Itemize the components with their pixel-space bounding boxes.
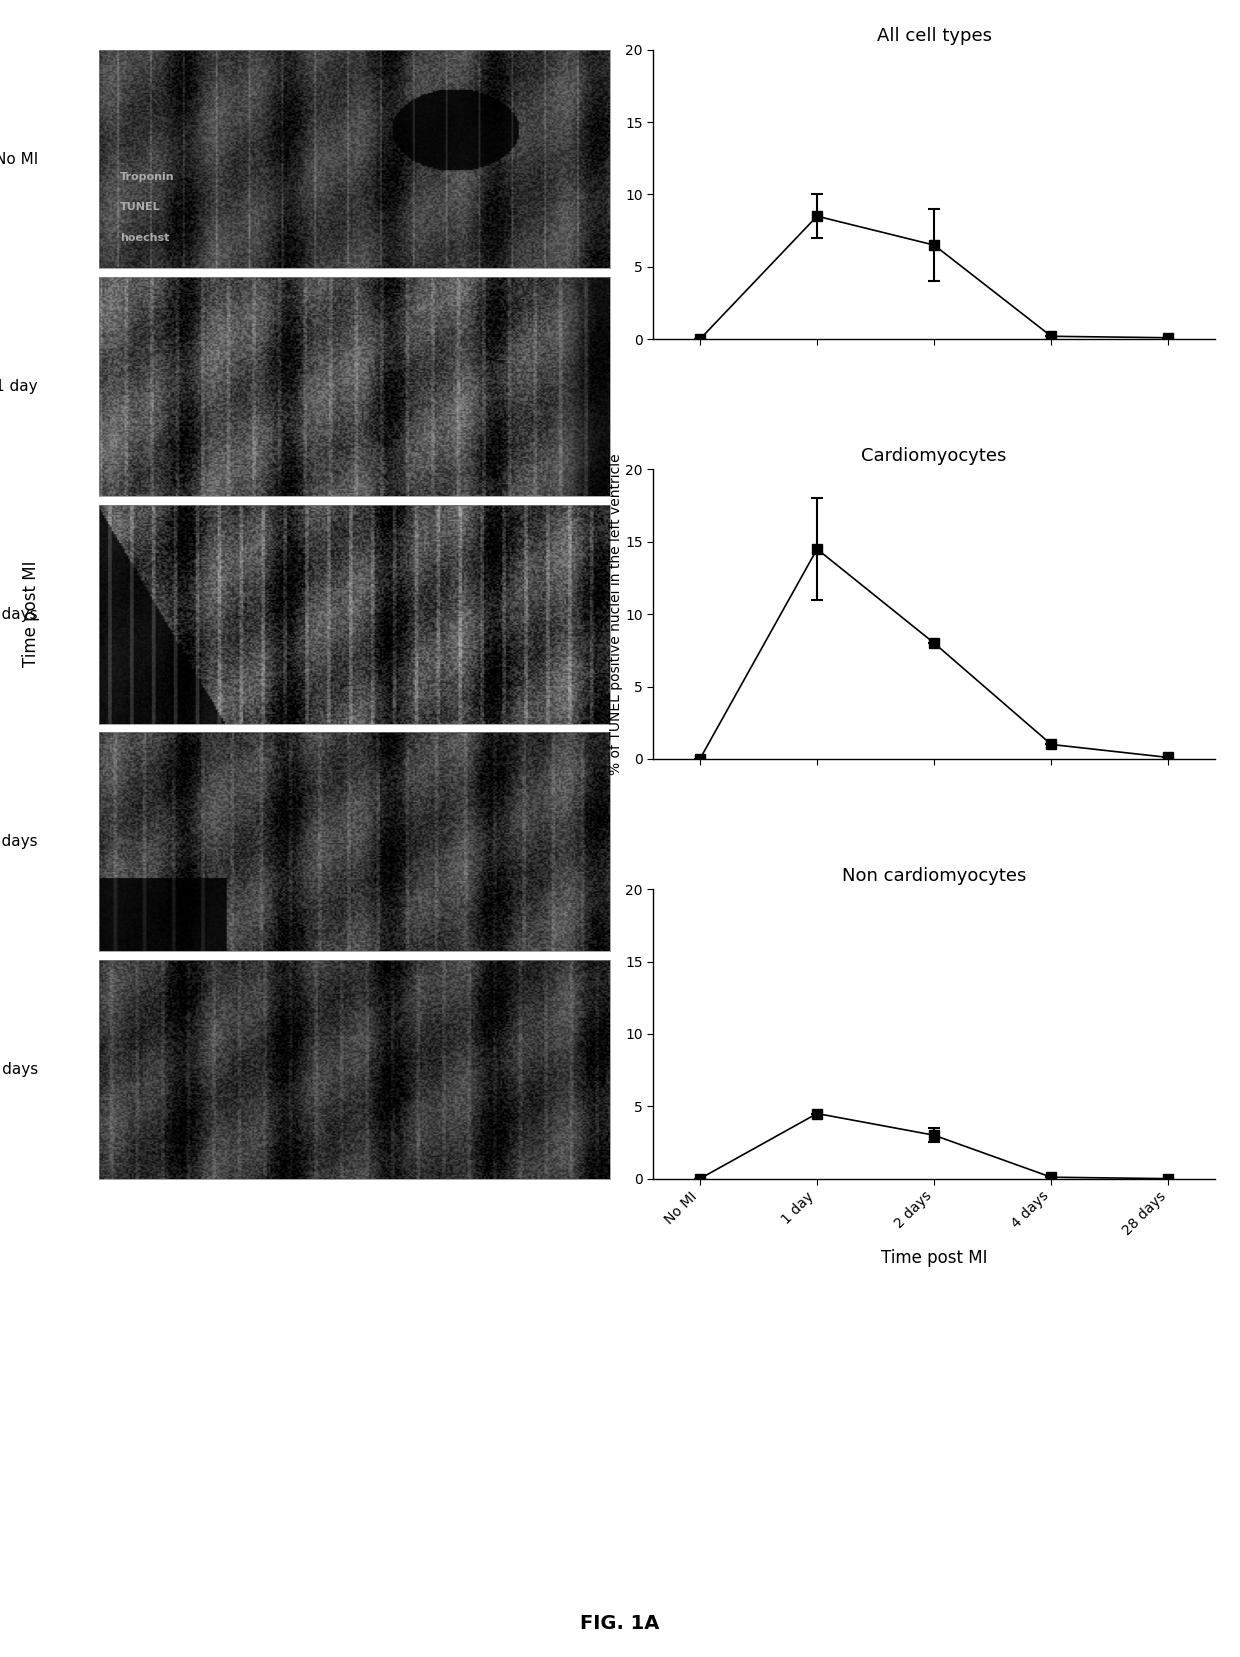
Text: Time post MI: Time post MI bbox=[22, 562, 40, 668]
Title: Non cardiomyocytes: Non cardiomyocytes bbox=[842, 867, 1027, 885]
Text: Troponin: Troponin bbox=[119, 172, 175, 182]
Text: 4 days: 4 days bbox=[0, 833, 38, 850]
Text: % of TUNEL positive nuclei in the left ventricle: % of TUNEL positive nuclei in the left v… bbox=[609, 454, 622, 775]
Text: 1 day: 1 day bbox=[0, 379, 38, 394]
X-axis label: Time post MI: Time post MI bbox=[880, 1249, 987, 1268]
Text: TUNEL: TUNEL bbox=[119, 202, 160, 212]
Text: hoechst: hoechst bbox=[119, 234, 169, 244]
Title: Cardiomyocytes: Cardiomyocytes bbox=[862, 447, 1007, 466]
Title: All cell types: All cell types bbox=[877, 28, 992, 45]
Text: 2 days: 2 days bbox=[0, 606, 38, 621]
Text: FIG. 1A: FIG. 1A bbox=[580, 1614, 660, 1634]
Text: No MI: No MI bbox=[0, 151, 38, 167]
Text: 28 days: 28 days bbox=[0, 1062, 38, 1077]
